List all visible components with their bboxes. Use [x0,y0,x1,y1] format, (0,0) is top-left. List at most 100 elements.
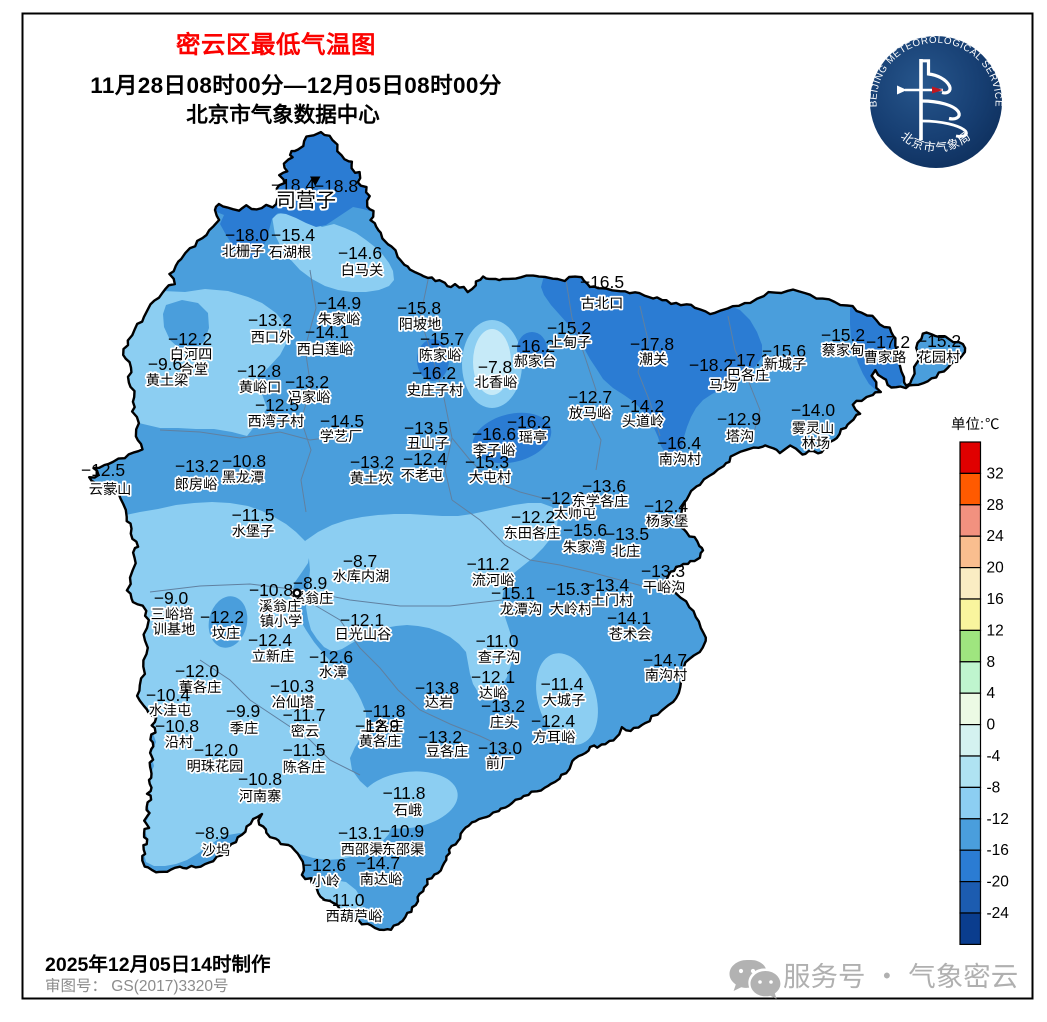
svg-text:−16.2: −16.2 [507,412,551,432]
svg-text:−13.2: −13.2 [285,372,329,392]
svg-text:−7.8: −7.8 [478,357,513,377]
svg-text:黄土梁: 黄土梁 [146,370,189,390]
svg-text:−14.1: −14.1 [607,608,651,628]
svg-text:−14.1: −14.1 [305,322,349,342]
svg-text:−10.4: −10.4 [146,685,191,705]
svg-text:水漳: 水漳 [319,662,347,682]
svg-text:大城子: 大城子 [543,690,586,710]
svg-text:北香峪: 北香峪 [475,372,518,392]
svg-text:−13.2: −13.2 [481,696,525,716]
svg-text:上各庄: 上各庄 [361,716,404,736]
svg-text:−11.2: −11.2 [467,554,510,574]
svg-text:−12.1: −12.1 [471,667,515,687]
svg-text:−12.2: −12.2 [200,607,244,627]
svg-text:−12.8: −12.8 [237,361,281,381]
svg-text:−16.6: −16.6 [472,424,516,444]
svg-text:西白莲峪: 西白莲峪 [297,339,354,359]
svg-text:朱家湾: 朱家湾 [563,537,606,557]
svg-text:黄各庄: 黄各庄 [359,731,402,751]
svg-text:−11.5: −11.5 [232,505,275,525]
svg-text:−12.4: −12.4 [248,630,293,650]
svg-text:杨家堡: 杨家堡 [646,511,689,531]
svg-text:−8.7: −8.7 [343,551,378,571]
svg-text:日光山谷: 日光山谷 [335,624,392,644]
svg-text:−16.2: −16.2 [412,363,456,383]
svg-text:−12.1: −12.1 [340,610,384,630]
svg-text:曹家路: 曹家路 [864,347,907,367]
svg-text:前厂: 前厂 [486,753,514,773]
svg-text:流河峪: 流河峪 [472,570,515,590]
svg-text:−12.9: −12.9 [541,488,585,508]
svg-text:-8: -8 [987,779,1001,796]
svg-text:单位:: 单位: [951,413,984,434]
svg-text:郎房峪: 郎房峪 [175,474,218,494]
svg-text:−16.4: −16.4 [657,433,702,453]
svg-text:−14.6: −14.6 [338,243,382,263]
svg-text:−12.7: −12.7 [568,387,612,407]
svg-text:坟庄: 坟庄 [212,623,240,643]
svg-text:32: 32 [987,465,1004,482]
svg-text:℃: ℃ [985,413,1000,434]
svg-text:朱家峪: 朱家峪 [318,309,361,329]
svg-text:−9.0: −9.0 [154,588,189,608]
svg-text:−17.1: −17.1 [726,350,770,370]
svg-text:不老屯: 不老屯 [401,465,444,485]
svg-text:-16: -16 [987,842,1009,859]
svg-text:−10.9: −10.9 [380,821,424,841]
svg-text:−15.4: −15.4 [271,225,316,245]
svg-text:−8.9: −8.9 [293,573,328,593]
svg-text:合堂: 合堂 [180,359,208,379]
svg-text:−18.2: −18.2 [689,355,733,375]
svg-text:李子峪: 李子峪 [473,440,516,460]
svg-text:−13.3: −13.3 [641,561,685,581]
svg-text:−17.8: −17.8 [630,334,674,354]
svg-text:阳坡地: 阳坡地 [399,314,442,334]
svg-text:20: 20 [987,560,1005,577]
svg-text:−16.2: −16.2 [511,336,555,356]
svg-text:−15.2: −15.2 [821,325,865,345]
svg-text:−13.5: −13.5 [404,418,448,438]
svg-text:新城子: 新城子 [764,354,807,374]
svg-text:北庄: 北庄 [612,541,640,561]
svg-text:头道岭: 头道岭 [622,411,665,431]
svg-text:立新庄: 立新庄 [252,646,295,666]
svg-text:放马峪: 放马峪 [569,403,612,423]
svg-text:古北口: 古北口 [581,293,624,313]
svg-text:−12.9: −12.9 [717,409,761,429]
svg-text:4: 4 [987,685,996,702]
svg-text:−14.9: −14.9 [317,293,361,313]
svg-text:季庄: 季庄 [230,718,258,738]
svg-text:石湖根: 石湖根 [269,242,312,262]
svg-text:东学各庄: 东学各庄 [572,491,629,511]
svg-text:28: 28 [987,497,1004,514]
svg-text:豆各庄: 豆各庄 [426,741,469,761]
svg-text:西湾子村: 西湾子村 [248,411,305,431]
svg-text:庄头: 庄头 [490,712,518,732]
svg-text:学艺厂: 学艺厂 [320,426,363,446]
svg-text:溪翁庄: 溪翁庄 [259,596,302,616]
svg-text:-12: -12 [987,811,1009,828]
svg-text:北京市气象数据中心: 北京市气象数据中心 [186,98,380,129]
svg-text:−11.7: −11.7 [283,705,326,725]
svg-text:−12.4: −12.4 [644,496,689,516]
svg-text:审图号： GS(2017)3320号: 审图号： GS(2017)3320号 [45,974,229,996]
svg-text:蔡家甸: 蔡家甸 [822,340,865,360]
svg-text:沿村: 沿村 [165,732,193,752]
svg-text:−15.2: −15.2 [917,331,961,351]
svg-text:达峪: 达峪 [479,683,507,703]
svg-text:−11.5: −11.5 [283,740,326,760]
svg-text:黄土坎: 黄土坎 [350,468,393,488]
svg-text:白马关: 白马关 [341,260,384,280]
svg-text:训基地: 训基地 [153,619,196,639]
svg-text:−12.4: −12.4 [531,711,576,731]
svg-text:−11.8: −11.8 [383,783,426,803]
svg-text:−11.0: −11.0 [322,890,365,910]
svg-text:−12.9: −12.9 [355,716,399,736]
svg-text:东田各庄: 东田各庄 [504,523,561,543]
svg-text:−14.0: −14.0 [791,400,836,420]
svg-text:东邵渠: 东邵渠 [382,839,425,859]
svg-text:丑山子: 丑山子 [407,433,450,453]
svg-text:12: 12 [987,622,1004,639]
svg-text:西口外: 西口外 [251,327,294,347]
svg-text:−15.3: −15.3 [546,579,590,599]
